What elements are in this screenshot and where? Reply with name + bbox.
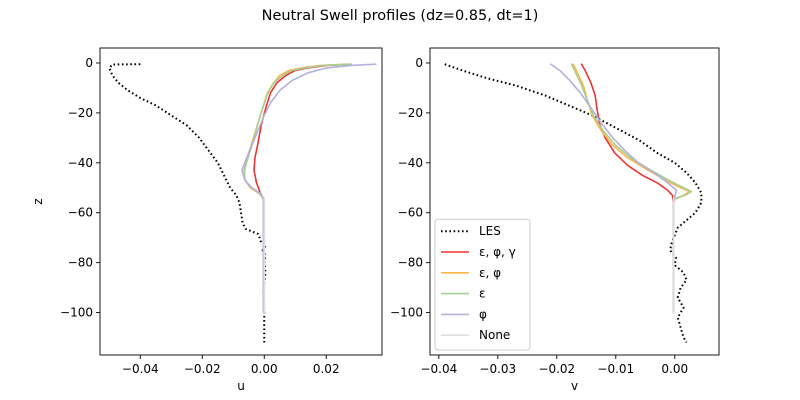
- x-axis-label: u: [237, 379, 245, 393]
- y-tick-label: 0: [85, 56, 93, 70]
- y-tick-label: −40: [398, 156, 423, 170]
- series-line-les: [444, 63, 703, 344]
- chart-panel-v: −0.04 −0.03 −0.02 −0.01 0.00 0 −20 −40 −60 −80 −10…: [390, 47, 720, 393]
- x-tick-label: 0.00: [251, 362, 278, 376]
- y-tick-label: −100: [60, 306, 93, 320]
- y-tick-label: −40: [68, 156, 93, 170]
- plot-frame: [429, 47, 720, 356]
- y-tick-label: −20: [398, 106, 423, 120]
- plot-frame: [99, 47, 383, 356]
- legend-entry-label: LES: [479, 224, 501, 238]
- y-tick-label: −60: [68, 206, 93, 220]
- series-line-model-4: [550, 63, 678, 314]
- y-tick-label: −100: [390, 306, 423, 320]
- legend-entry-label: ε: [479, 287, 486, 301]
- y-axis-label: z: [31, 198, 45, 204]
- legend-entry-label: None: [479, 328, 510, 342]
- x-tick-label: −0.01: [597, 362, 634, 376]
- series-line-model-3: [243, 63, 352, 314]
- y-tick-label: −20: [68, 106, 93, 120]
- x-tick-label: −0.03: [479, 362, 516, 376]
- y-tick-label: −80: [68, 256, 93, 270]
- y-tick-label: 0: [415, 56, 423, 70]
- legend-entry-label: ε, φ, γ: [479, 245, 516, 259]
- series-line-model-4: [241, 63, 377, 314]
- series-line-model-2: [243, 63, 349, 314]
- x-axis-label: v: [571, 379, 578, 393]
- figure-title: Neutral Swell profiles (dz=0.85, dt=1): [262, 8, 539, 24]
- x-tick-label: −0.02: [184, 362, 221, 376]
- y-tick-label: −80: [398, 256, 423, 270]
- x-tick-label: −0.04: [122, 362, 159, 376]
- legend: LES ε, φ, γ ε, φ εφ None: [434, 218, 531, 351]
- chart-panel-u: −0.04 −0.02 0.00 0.02 0 −20 −40 −60 −80 −100 u z: [31, 47, 383, 393]
- x-tick-label: −0.04: [420, 362, 457, 376]
- x-tick-label: 0.00: [661, 362, 688, 376]
- series-line-model-1: [253, 63, 352, 314]
- legend-entry-label: ε, φ: [479, 266, 501, 280]
- series-line-model-2: [572, 63, 691, 314]
- legend-entry-label: φ: [479, 307, 487, 321]
- series-line-les: [108, 63, 267, 343]
- x-tick-label: 0.02: [313, 362, 340, 376]
- x-tick-label: −0.02: [538, 362, 575, 376]
- y-tick-label: −60: [398, 206, 423, 220]
- series-line-model-1: [580, 63, 675, 314]
